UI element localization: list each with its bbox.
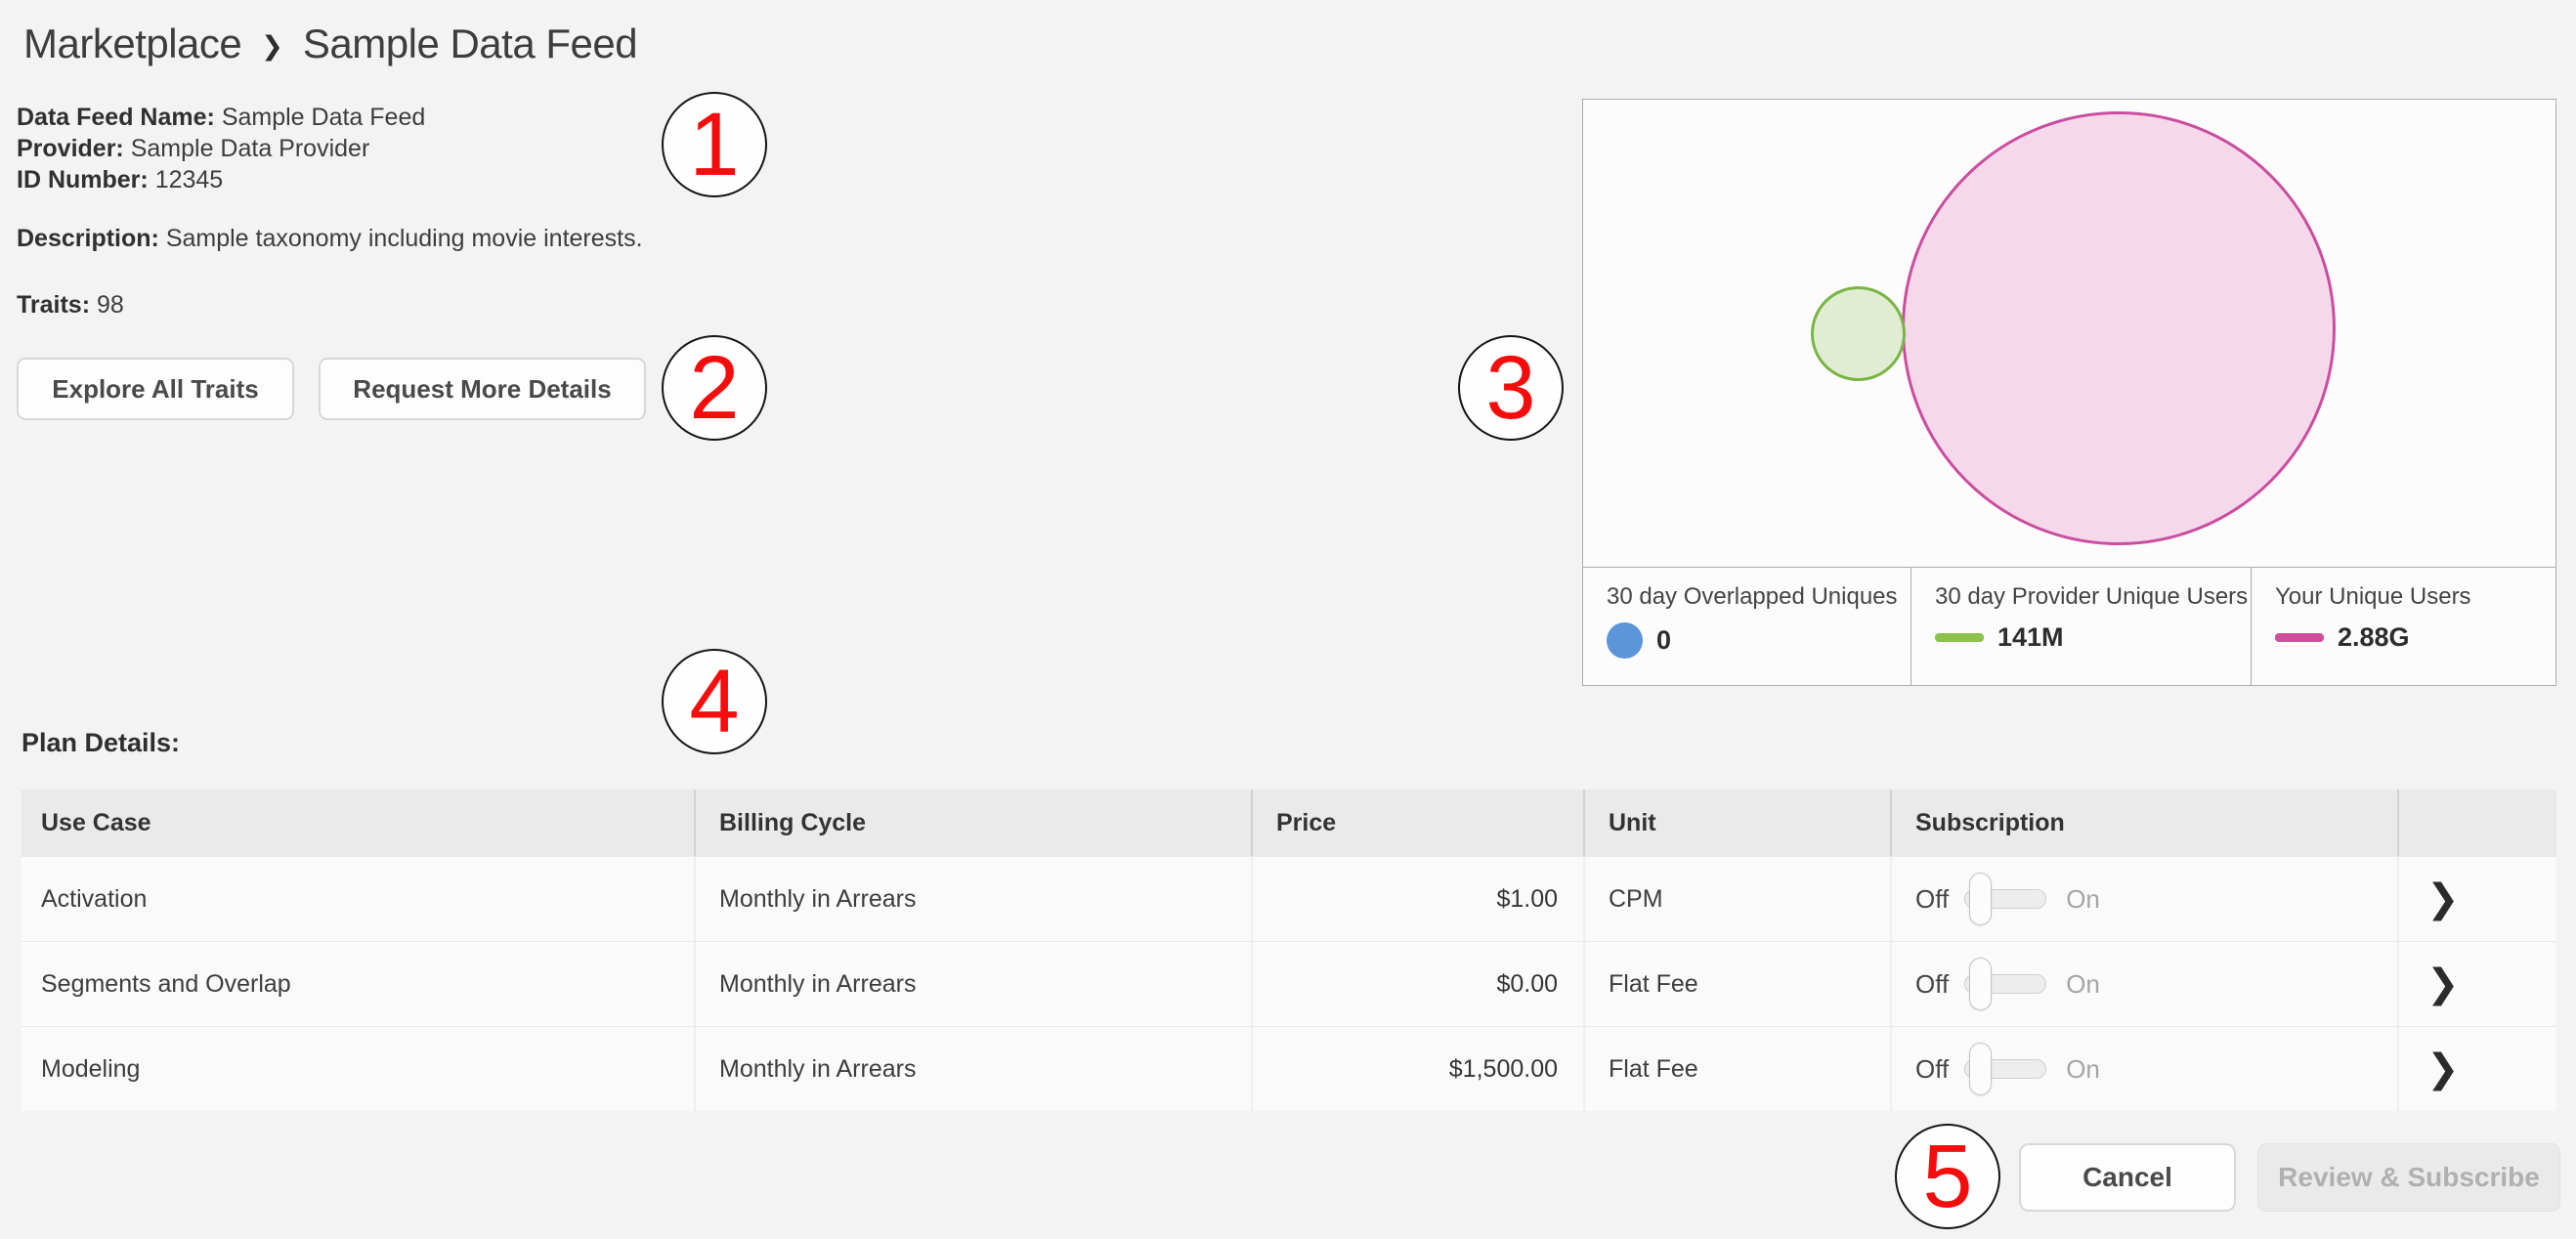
overlapped-uniques-value: 0 xyxy=(1656,625,1672,655)
use-case-cell: Segments and Overlap xyxy=(41,969,291,998)
chart-legend: 30 day Overlapped Uniques 0 30 day Provi… xyxy=(1583,567,2555,686)
your-uniques-line-icon xyxy=(2275,633,2324,642)
annotation-circle-3: 3 xyxy=(1458,335,1564,441)
provider-uniques-value: 141M xyxy=(1997,622,2064,652)
your-unique-users-circle xyxy=(1902,111,2336,545)
provider-value: Sample Data Provider xyxy=(130,135,370,162)
legend-provider-uniques: 30 day Provider Unique Users 141M xyxy=(1911,568,2252,686)
subscription-toggle[interactable] xyxy=(1964,1043,2047,1095)
table-row-segments-and-overlap: Segments and Overlap Monthly in Arrears … xyxy=(21,941,2556,1026)
your-uniques-value: 2.88G xyxy=(2338,622,2410,652)
breadcrumb-marketplace-link[interactable]: Marketplace xyxy=(23,21,242,66)
provider-uniques-line-icon xyxy=(1935,633,1984,642)
row-expand-chevron-icon[interactable]: ❯ xyxy=(2426,962,2460,1005)
toggle-knob[interactable] xyxy=(1969,873,1993,925)
description-label: Description: xyxy=(17,225,159,252)
subscription-toggle[interactable] xyxy=(1964,958,2047,1010)
provider-line: Provider: Sample Data Provider xyxy=(17,135,369,163)
legend-overlapped-uniques: 30 day Overlapped Uniques 0 xyxy=(1583,568,1911,686)
request-more-details-button[interactable]: Request More Details xyxy=(319,358,646,420)
review-subscribe-button: Review & Subscribe xyxy=(2257,1143,2560,1212)
data-feed-name-value: Sample Data Feed xyxy=(221,104,426,131)
cancel-button[interactable]: Cancel xyxy=(2019,1143,2236,1212)
use-case-cell: Modeling xyxy=(41,1054,141,1083)
table-row-activation: Activation Monthly in Arrears $1.00 CPM … xyxy=(21,856,2556,941)
column-header-billing-cycle: Billing Cycle xyxy=(694,790,1251,856)
annotation-circle-2: 2 xyxy=(662,335,767,441)
annotation-circle-1: 1 xyxy=(662,92,767,197)
use-case-cell: Activation xyxy=(41,884,148,913)
unit-cell: CPM xyxy=(1583,857,1890,941)
unit-cell: Flat Fee xyxy=(1583,942,1890,1026)
id-number-label: ID Number: xyxy=(17,166,149,193)
column-header-unit: Unit xyxy=(1583,790,1890,856)
id-number-line: ID Number: 12345 xyxy=(17,166,223,194)
toggle-off-label: Off xyxy=(1915,883,1950,914)
data-feed-name-line: Data Feed Name: Sample Data Feed xyxy=(17,104,425,132)
subscription-toggle[interactable] xyxy=(1964,873,2047,925)
description-line: Description: Sample taxonomy including m… xyxy=(17,225,643,253)
overlapped-uniques-dot-icon xyxy=(1607,622,1643,659)
toggle-on-label: On xyxy=(2066,1053,2100,1084)
subscription-cell: Off On xyxy=(1890,857,2397,941)
venn-diagram xyxy=(1583,100,2555,567)
table-header-row: Use Case Billing Cycle Price Unit Subscr… xyxy=(21,790,2556,856)
breadcrumb-chevron-icon: ❯ xyxy=(261,30,283,61)
row-expand-chevron-icon[interactable]: ❯ xyxy=(2426,1047,2460,1090)
toggle-off-label: Off xyxy=(1915,1053,1950,1084)
column-header-use-case: Use Case xyxy=(41,808,151,836)
annotation-circle-5: 5 xyxy=(1895,1124,2000,1229)
table-row-modeling: Modeling Monthly in Arrears $1,500.00 Fl… xyxy=(21,1026,2556,1111)
toggle-knob[interactable] xyxy=(1969,958,1993,1010)
legend-your-uniques-label: Your Unique Users xyxy=(2275,583,2471,610)
billing-cycle-cell: Monthly in Arrears xyxy=(694,942,1251,1026)
toggle-knob[interactable] xyxy=(1969,1043,1993,1095)
provider-label: Provider: xyxy=(17,135,124,162)
plan-details-table: Use Case Billing Cycle Price Unit Subscr… xyxy=(21,790,2556,1111)
toggle-on-label: On xyxy=(2066,883,2100,914)
traits-label: Traits: xyxy=(17,291,91,319)
billing-cycle-cell: Monthly in Arrears xyxy=(694,857,1251,941)
traits-value: 98 xyxy=(96,291,124,319)
row-expand-chevron-icon[interactable]: ❯ xyxy=(2426,877,2460,920)
legend-your-uniques: Your Unique Users 2.88G xyxy=(2252,568,2555,686)
toggle-on-label: On xyxy=(2066,968,2100,999)
id-number-value: 12345 xyxy=(154,166,224,193)
explore-all-traits-button[interactable]: Explore All Traits xyxy=(17,358,294,420)
description-value: Sample taxonomy including movie interest… xyxy=(165,225,643,252)
annotation-circle-4: 4 xyxy=(662,649,767,754)
traits-line: Traits: 98 xyxy=(17,291,124,320)
price-cell: $1,500.00 xyxy=(1251,1027,1583,1111)
data-feed-name-label: Data Feed Name: xyxy=(17,104,215,131)
column-header-actions xyxy=(2397,790,2556,856)
breadcrumb: Marketplace ❯ Sample Data Feed xyxy=(23,18,638,70)
page-title: Sample Data Feed xyxy=(302,21,638,66)
legend-overlapped-label: 30 day Overlapped Uniques xyxy=(1607,583,1898,610)
provider-unique-users-circle xyxy=(1811,286,1906,381)
billing-cycle-cell: Monthly in Arrears xyxy=(694,1027,1251,1111)
overlap-chart-panel: 30 day Overlapped Uniques 0 30 day Provi… xyxy=(1582,99,2556,686)
unit-cell: Flat Fee xyxy=(1583,1027,1890,1111)
subscription-cell: Off On xyxy=(1890,1027,2397,1111)
column-header-price: Price xyxy=(1251,790,1583,856)
plan-details-title: Plan Details: xyxy=(21,728,181,757)
subscription-cell: Off On xyxy=(1890,942,2397,1026)
toggle-off-label: Off xyxy=(1915,968,1950,999)
column-header-subscription: Subscription xyxy=(1890,790,2397,856)
price-cell: $1.00 xyxy=(1251,857,1583,941)
legend-provider-label: 30 day Provider Unique Users xyxy=(1935,583,2249,610)
price-cell: $0.00 xyxy=(1251,942,1583,1026)
